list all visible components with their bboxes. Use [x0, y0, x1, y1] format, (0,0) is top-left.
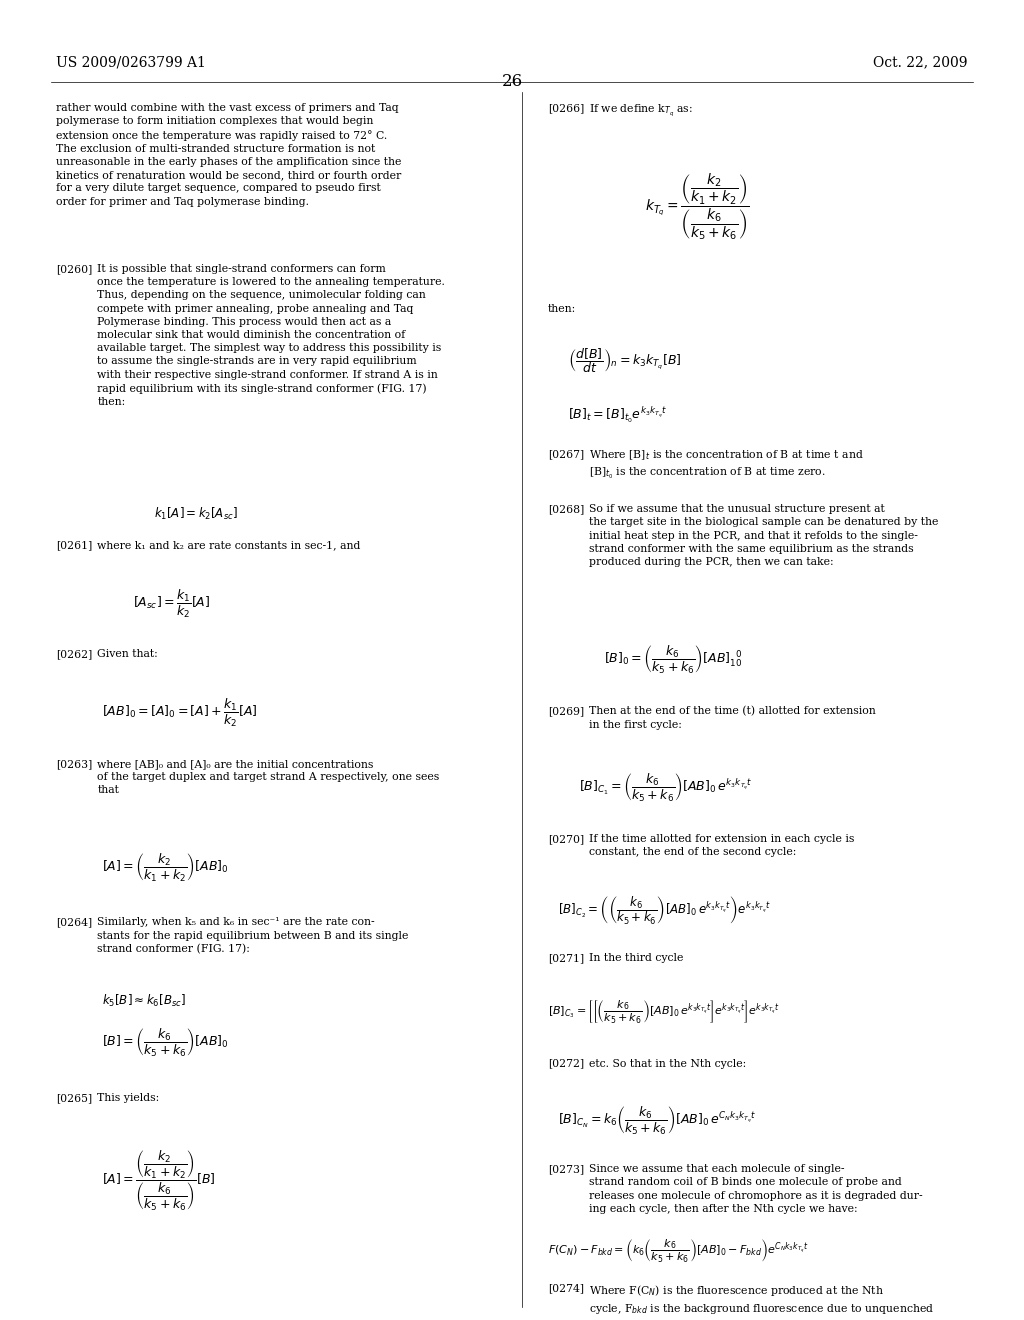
Text: If we define k$_{T_q}$ as:: If we define k$_{T_q}$ as:	[589, 103, 693, 119]
Text: [0262]: [0262]	[56, 649, 92, 660]
Text: In the third cycle: In the third cycle	[589, 953, 683, 964]
Text: Then at the end of the time (t) allotted for extension
in the first cycle:: Then at the end of the time (t) allotted…	[589, 706, 876, 730]
Text: $k_5[B] \approx k_6[B_{sc}]$: $k_5[B] \approx k_6[B_{sc}]$	[102, 993, 186, 1008]
Text: $[AB]_0 = [A]_0 = [A] + \dfrac{k_1}{k_2}[A]$: $[AB]_0 = [A]_0 = [A] + \dfrac{k_1}{k_2}…	[102, 697, 258, 729]
Text: So if we assume that the unusual structure present at
the target site in the bio: So if we assume that the unusual structu…	[589, 504, 938, 568]
Text: Oct. 22, 2009: Oct. 22, 2009	[873, 55, 968, 70]
Text: [0267]: [0267]	[548, 449, 584, 459]
Text: [0260]: [0260]	[56, 264, 92, 275]
Text: [0270]: [0270]	[548, 834, 584, 845]
Text: [0271]: [0271]	[548, 953, 584, 964]
Text: $[B] = \left(\dfrac{k_6}{k_5 + k_6}\right)[AB]_0$: $[B] = \left(\dfrac{k_6}{k_5 + k_6}\righ…	[102, 1027, 229, 1059]
Text: $F(C_N) - F_{bkd} = \left(k_6\left(\dfrac{k_6}{k_5 + k_6}\right)[AB]_0 - F_{bkd}: $F(C_N) - F_{bkd} = \left(k_6\left(\dfra…	[548, 1238, 808, 1266]
Text: $[A_{sc}] = \dfrac{k_1}{k_2}[A]$: $[A_{sc}] = \dfrac{k_1}{k_2}[A]$	[133, 587, 211, 619]
Text: where k₁ and k₂ are rate constants in sec-1, and: where k₁ and k₂ are rate constants in se…	[97, 540, 360, 550]
Text: $k_1[A]=k_2[A_{sc}]$: $k_1[A]=k_2[A_{sc}]$	[154, 506, 238, 521]
Text: $\left(\dfrac{d[B]}{dt}\right)_n = k_3 k_{T_q}[B]$: $\left(\dfrac{d[B]}{dt}\right)_n = k_3 k…	[568, 346, 682, 375]
Text: Where F(C$_N$) is the fluorescence produced at the Nth
cycle, F$_{bkd}$ is the b: Where F(C$_N$) is the fluorescence produ…	[589, 1283, 934, 1316]
Text: [0273]: [0273]	[548, 1164, 584, 1175]
Text: [0274]: [0274]	[548, 1283, 584, 1294]
Text: US 2009/0263799 A1: US 2009/0263799 A1	[56, 55, 206, 70]
Text: [0269]: [0269]	[548, 706, 584, 717]
Text: $[B]_t = [B]_{t_0} e^{k_3 k_{T_q} t}$: $[B]_t = [B]_{t_0} e^{k_3 k_{T_q} t}$	[568, 405, 668, 425]
Text: 26: 26	[502, 73, 522, 90]
Text: $[A] = \left(\dfrac{k_2}{k_1 + k_2}\right)[AB]_0$: $[A] = \left(\dfrac{k_2}{k_1 + k_2}\righ…	[102, 851, 229, 883]
Text: If the time allotted for extension in each cycle is
constant, the end of the sec: If the time allotted for extension in ea…	[589, 834, 854, 858]
Text: [0268]: [0268]	[548, 504, 584, 515]
Text: [0261]: [0261]	[56, 540, 92, 550]
Text: $[A] = \dfrac{\left(\dfrac{k_2}{k_1 + k_2}\right)}{\left(\dfrac{k_6}{k_5 + k_6}\: $[A] = \dfrac{\left(\dfrac{k_2}{k_1 + k_…	[102, 1148, 216, 1213]
Text: This yields:: This yields:	[97, 1093, 160, 1104]
Text: [0266]: [0266]	[548, 103, 584, 114]
Text: Where [B]$_t$ is the concentration of B at time t and
[B]$_{t_0}$ is the concent: Where [B]$_t$ is the concentration of B …	[589, 449, 863, 482]
Text: etc. So that in the Nth cycle:: etc. So that in the Nth cycle:	[589, 1059, 746, 1069]
Text: Given that:: Given that:	[97, 649, 158, 660]
Text: $[B]_{C_2} = \left(\left(\dfrac{k_6}{k_5 + k_6}\right)[AB]_0 \, e^{k_3 k_{T_q} t: $[B]_{C_2} = \left(\left(\dfrac{k_6}{k_5…	[558, 894, 771, 925]
Text: [0265]: [0265]	[56, 1093, 92, 1104]
Text: [0264]: [0264]	[56, 917, 92, 928]
Text: [0263]: [0263]	[56, 759, 92, 770]
Text: $[B]_{C_3} = \left[\left[\left(\dfrac{k_6}{k_5 + k_6}\right)[AB]_0 \, e^{k_3 k_{: $[B]_{C_3} = \left[\left[\left(\dfrac{k_…	[548, 999, 779, 1027]
Text: where [AB]₀ and [A]₀ are the initial concentrations
of the target duplex and tar: where [AB]₀ and [A]₀ are the initial con…	[97, 759, 439, 796]
Text: $[B]_0 = \left(\dfrac{k_6}{k_5 + k_6}\right)\left[AB\right]_{10}^{\ \ 0}$: $[B]_0 = \left(\dfrac{k_6}{k_5 + k_6}\ri…	[604, 644, 742, 676]
Text: $[B]_{C_1} = \left(\dfrac{k_6}{k_5 + k_6}\right)[AB]_0 \, e^{k_3 k_{T_q} t}$: $[B]_{C_1} = \left(\dfrac{k_6}{k_5 + k_6…	[579, 772, 753, 804]
Text: It is possible that single-strand conformers can form
once the temperature is lo: It is possible that single-strand confor…	[97, 264, 445, 407]
Text: then:: then:	[548, 304, 577, 314]
Text: $k_{T_q} = \dfrac{\left(\dfrac{k_2}{k_1 + k_2}\right)}{\left(\dfrac{k_6}{k_5 + k: $k_{T_q} = \dfrac{\left(\dfrac{k_2}{k_1 …	[645, 172, 750, 243]
Text: [0272]: [0272]	[548, 1059, 584, 1069]
Text: rather would combine with the vast excess of primers and Taq
polymerase to form : rather would combine with the vast exces…	[56, 103, 401, 207]
Text: $[B]_{C_N} = k_6 \left(\dfrac{k_6}{k_5 + k_6}\right)[AB]_0 \, e^{C_N k_3 k_{T_q}: $[B]_{C_N} = k_6 \left(\dfrac{k_6}{k_5 +…	[558, 1105, 757, 1137]
Text: Since we assume that each molecule of single-
strand random coil of B binds one : Since we assume that each molecule of si…	[589, 1164, 923, 1214]
Text: Similarly, when k₅ and k₆ in sec⁻¹ are the rate con-
stants for the rapid equili: Similarly, when k₅ and k₆ in sec⁻¹ are t…	[97, 917, 409, 954]
